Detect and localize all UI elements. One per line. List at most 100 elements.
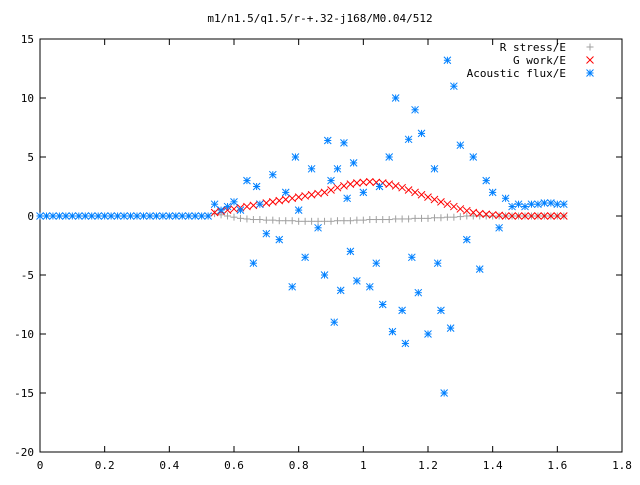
data-point — [42, 212, 51, 220]
data-point — [407, 253, 416, 262]
data-point — [353, 179, 361, 187]
data-point-stroke — [120, 212, 128, 220]
data-point-stroke — [133, 212, 141, 220]
data-point — [236, 214, 244, 222]
chart-title: m1/n1.5/q1.5/r-+.32-j168/M0.04/512 — [207, 12, 432, 25]
data-point — [55, 212, 64, 220]
data-point — [462, 235, 471, 244]
data-point — [68, 212, 77, 220]
data-point — [488, 188, 497, 197]
data-point-stroke — [210, 208, 219, 217]
data-point — [49, 212, 57, 220]
data-point-stroke — [553, 212, 562, 220]
data-point — [62, 212, 70, 220]
data-point-stroke — [262, 199, 271, 207]
y-tick-label: 10 — [21, 92, 34, 105]
data-point-stroke — [359, 178, 368, 187]
data-point — [74, 212, 83, 220]
y-tick-label: -10 — [14, 328, 34, 341]
data-point — [340, 217, 348, 225]
data-point — [230, 197, 238, 206]
data-point — [534, 212, 542, 220]
data-point — [385, 180, 394, 188]
data-point — [320, 271, 329, 279]
data-point — [268, 170, 277, 179]
data-point — [375, 182, 384, 191]
data-point-stroke — [275, 235, 284, 244]
x-tick-label: 0.2 — [95, 459, 115, 472]
data-point — [430, 214, 438, 222]
data-point — [482, 176, 491, 185]
data-point — [94, 212, 103, 220]
data-point — [314, 223, 322, 232]
data-point-stroke — [346, 180, 355, 188]
data-point-stroke — [365, 177, 374, 186]
data-point-stroke — [359, 188, 368, 197]
data-point — [437, 197, 445, 206]
data-point — [262, 199, 271, 207]
data-point — [534, 200, 542, 209]
data-point — [398, 183, 406, 192]
data-point — [107, 212, 115, 220]
data-point-stroke — [353, 277, 361, 285]
y-tick-label: 0 — [27, 210, 34, 223]
data-point — [336, 286, 345, 295]
data-point — [294, 193, 303, 201]
data-point — [433, 259, 442, 268]
y-tick-label: -5 — [21, 269, 34, 282]
data-point — [404, 186, 413, 194]
data-point-stroke — [521, 212, 529, 220]
data-point-stroke — [514, 200, 523, 209]
data-point — [456, 205, 465, 213]
data-point — [236, 206, 245, 214]
data-point — [275, 196, 284, 205]
data-point — [372, 259, 381, 268]
data-point — [443, 213, 451, 221]
data-point-stroke — [243, 202, 251, 211]
data-point — [508, 202, 516, 211]
data-point-stroke — [424, 193, 432, 201]
data-point — [282, 217, 290, 225]
data-point-stroke — [450, 82, 458, 91]
data-point — [462, 206, 471, 215]
data-point — [553, 200, 562, 209]
data-point-stroke — [391, 182, 400, 190]
data-point — [372, 178, 381, 187]
data-point-stroke — [559, 200, 568, 209]
data-point — [343, 194, 352, 203]
data-point-stroke — [440, 389, 449, 397]
data-point — [424, 193, 432, 201]
data-point-stroke — [443, 200, 452, 209]
data-point-stroke — [430, 164, 439, 173]
data-point-stroke — [385, 180, 394, 188]
x-tick-label: 0.4 — [159, 459, 179, 472]
data-point — [495, 223, 503, 232]
data-point-stroke — [501, 194, 510, 203]
data-point — [243, 176, 251, 185]
data-point — [379, 216, 387, 224]
data-point — [424, 330, 432, 338]
x-tick-label: 0 — [37, 459, 44, 472]
data-point-stroke — [404, 186, 413, 194]
data-point-stroke — [184, 212, 193, 220]
data-point — [333, 164, 342, 173]
data-point-stroke — [488, 210, 497, 219]
data-point-stroke — [482, 176, 491, 185]
series-2 — [36, 56, 568, 397]
data-point-stroke — [230, 197, 238, 206]
data-point-stroke — [433, 259, 442, 268]
data-point-stroke — [401, 339, 410, 348]
data-point-stroke — [527, 212, 536, 220]
data-point-stroke — [404, 135, 413, 144]
legend-marker-stroke — [586, 69, 594, 77]
data-point — [475, 265, 484, 273]
data-point-stroke — [346, 247, 355, 256]
data-point-stroke — [411, 105, 419, 114]
data-point-stroke — [281, 195, 290, 204]
data-point — [521, 202, 529, 211]
data-point-stroke — [243, 176, 251, 185]
data-point — [262, 229, 271, 238]
data-point — [398, 215, 406, 223]
legend-marker — [586, 69, 594, 77]
